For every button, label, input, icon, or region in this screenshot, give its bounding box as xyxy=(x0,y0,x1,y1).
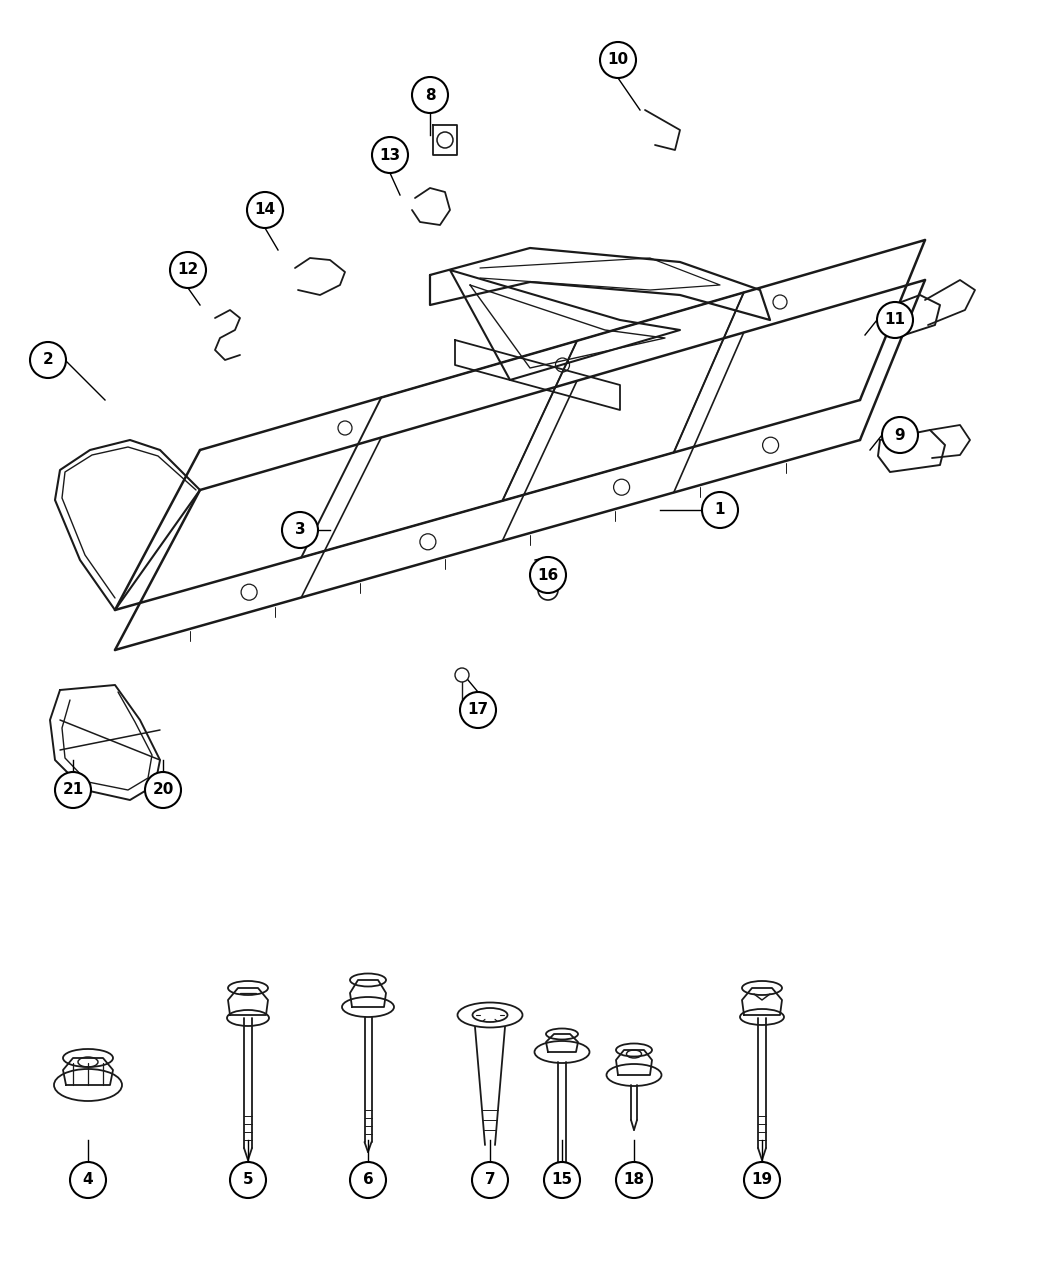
Text: 17: 17 xyxy=(467,703,488,718)
Text: 7: 7 xyxy=(485,1173,496,1187)
Circle shape xyxy=(350,1162,386,1198)
Circle shape xyxy=(877,302,914,338)
Text: 11: 11 xyxy=(884,312,905,328)
Text: 9: 9 xyxy=(895,427,905,442)
Text: 5: 5 xyxy=(243,1173,253,1187)
Text: 10: 10 xyxy=(608,52,629,68)
Text: 21: 21 xyxy=(62,783,84,797)
Circle shape xyxy=(282,513,318,548)
Circle shape xyxy=(882,417,918,453)
Circle shape xyxy=(702,492,738,528)
Text: 13: 13 xyxy=(379,148,400,162)
Text: 12: 12 xyxy=(177,263,198,278)
Circle shape xyxy=(744,1162,780,1198)
Circle shape xyxy=(30,342,66,377)
Text: 15: 15 xyxy=(551,1173,572,1187)
Circle shape xyxy=(230,1162,266,1198)
Circle shape xyxy=(247,193,284,228)
Circle shape xyxy=(600,42,636,78)
Circle shape xyxy=(70,1162,106,1198)
Text: 3: 3 xyxy=(295,523,306,538)
Circle shape xyxy=(460,692,496,728)
Circle shape xyxy=(530,557,566,593)
Text: 4: 4 xyxy=(83,1173,93,1187)
Circle shape xyxy=(616,1162,652,1198)
Circle shape xyxy=(372,136,408,173)
Text: 18: 18 xyxy=(624,1173,645,1187)
Text: 19: 19 xyxy=(752,1173,773,1187)
Circle shape xyxy=(472,1162,508,1198)
Text: 2: 2 xyxy=(43,352,54,367)
Circle shape xyxy=(412,76,448,113)
Text: 16: 16 xyxy=(538,567,559,583)
Circle shape xyxy=(544,1162,580,1198)
Circle shape xyxy=(145,771,181,808)
Text: 14: 14 xyxy=(254,203,275,218)
Circle shape xyxy=(55,771,91,808)
Text: 20: 20 xyxy=(152,783,173,797)
Text: 8: 8 xyxy=(424,88,436,102)
Text: 6: 6 xyxy=(362,1173,374,1187)
Circle shape xyxy=(170,252,206,288)
Text: 1: 1 xyxy=(715,502,726,518)
